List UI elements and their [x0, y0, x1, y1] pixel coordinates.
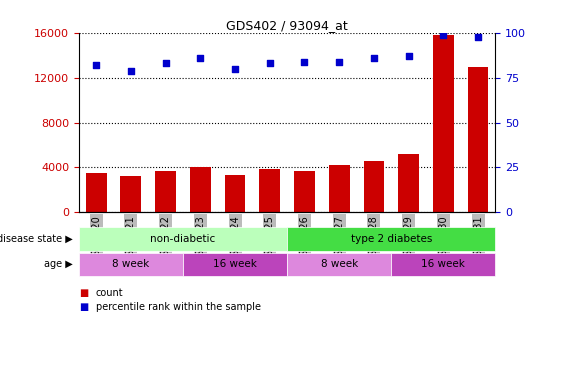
Bar [120, 176, 141, 212]
Bar [468, 67, 489, 212]
Point [196, 55, 205, 61]
Text: percentile rank within the sample: percentile rank within the sample [96, 302, 261, 313]
Text: 16 week: 16 week [213, 259, 257, 269]
Title: GDS402 / 93094_at: GDS402 / 93094_at [226, 19, 348, 32]
Point [334, 59, 343, 64]
Text: type 2 diabetes: type 2 diabetes [351, 234, 432, 244]
Text: ■: ■ [79, 288, 88, 298]
Text: age ▶: age ▶ [44, 259, 73, 269]
Text: 16 week: 16 week [422, 259, 465, 269]
Bar [294, 171, 315, 212]
Bar [398, 154, 419, 212]
Text: disease state ▶: disease state ▶ [0, 234, 73, 244]
Point [161, 60, 170, 66]
Point [231, 66, 240, 72]
Text: non-diabetic: non-diabetic [150, 234, 216, 244]
Bar [433, 35, 454, 212]
Bar [329, 165, 350, 212]
Bar [79, 253, 183, 276]
Point [369, 55, 378, 61]
Text: 8 week: 8 week [112, 259, 150, 269]
Text: ■: ■ [79, 302, 88, 313]
Bar [364, 161, 385, 212]
Point [300, 59, 309, 64]
Bar [260, 169, 280, 212]
Bar [391, 253, 495, 276]
Bar [79, 227, 287, 251]
Point [404, 53, 413, 59]
Bar [183, 253, 287, 276]
Point [439, 32, 448, 38]
Point [265, 60, 274, 66]
Bar [190, 167, 211, 212]
Text: 8 week: 8 week [320, 259, 358, 269]
Bar [225, 175, 245, 212]
Point [473, 34, 482, 40]
Point [92, 62, 101, 68]
Point [126, 68, 136, 74]
Text: count: count [96, 288, 123, 298]
Bar [86, 173, 106, 212]
Bar [287, 253, 391, 276]
Bar [287, 227, 495, 251]
Bar [155, 171, 176, 212]
